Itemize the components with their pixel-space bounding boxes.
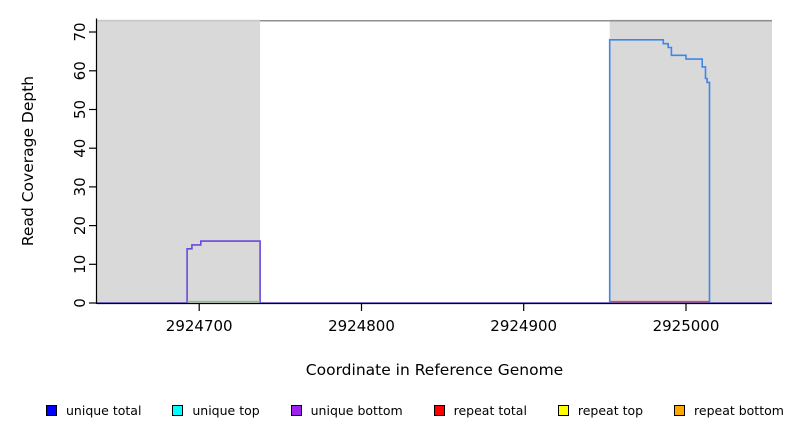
legend-item-repeat-total: repeat total — [433, 402, 527, 418]
legend-label: repeat total — [453, 402, 527, 418]
y-tick-label: 0 — [71, 298, 89, 308]
legend-item-unique-total: unique total — [46, 403, 141, 418]
legend-label: unique top — [192, 402, 260, 418]
legend-label: unique bottom — [310, 402, 403, 418]
y-axis-title: Read Coverage Depth — [19, 75, 37, 247]
legend-item-repeat-top: repeat top — [557, 402, 644, 418]
repeat-total-swatch-icon — [433, 404, 445, 416]
unique-top-swatch-icon — [172, 404, 184, 416]
x-tick-label: 2924900 — [490, 317, 557, 335]
legend-item-repeat-bottom: repeat bottom — [674, 403, 784, 418]
series-unique-coverage-left-peak — [97, 240, 772, 304]
y-tick-label: 30 — [71, 177, 89, 196]
x-tick-label: 2924700 — [166, 317, 233, 335]
y-tick-label: 20 — [71, 216, 89, 235]
shaded-region-0 — [97, 19, 261, 303]
series-unique-coverage-right-peak — [608, 38, 711, 303]
unique-bottom-swatch-icon — [290, 404, 302, 416]
x-tick-label: 2925000 — [653, 317, 720, 335]
x-axis-title: Coordinate in Reference Genome — [305, 361, 564, 379]
y-tick-label: 50 — [71, 100, 89, 119]
y-tick-label: 70 — [71, 22, 89, 41]
legend-label: repeat top — [577, 402, 644, 418]
y-tick-label: 60 — [71, 61, 89, 80]
legend-label: repeat bottom — [694, 402, 784, 418]
repeat-top-swatch-icon — [557, 404, 569, 416]
shaded-region-1 — [609, 19, 772, 303]
y-tick-label: 10 — [71, 255, 89, 274]
legend: unique total unique top unique bottom repea… — [46, 397, 784, 423]
x-tick-label: 2924800 — [328, 317, 395, 335]
legend-item-unique-bottom: unique bottom — [290, 402, 403, 418]
legend-item-unique-top: unique top — [172, 402, 260, 418]
y-tick-label: 40 — [71, 139, 89, 158]
unique-total-swatch-icon — [46, 404, 57, 416]
repeat-bottom-swatch-icon — [674, 404, 686, 416]
legend-label: unique total — [66, 402, 142, 418]
